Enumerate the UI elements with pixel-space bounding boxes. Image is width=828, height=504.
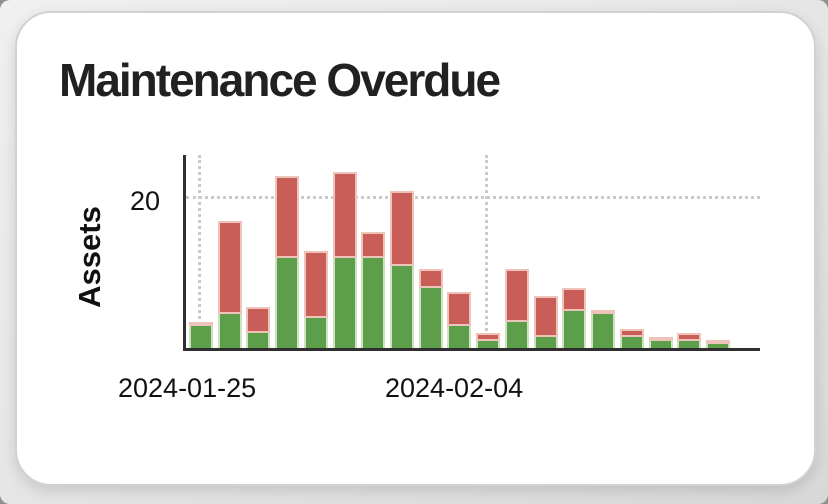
bar-2024-02-04 <box>476 333 501 348</box>
bar-segment-red[interactable] <box>447 291 472 326</box>
bar-segment-green[interactable] <box>447 325 472 348</box>
bar-segment-green[interactable] <box>275 258 300 348</box>
bar-segment-red[interactable] <box>246 306 271 333</box>
gridline-horizontal-20 <box>186 196 760 199</box>
bar-segment-red[interactable] <box>476 333 501 341</box>
bar-segment-red[interactable] <box>619 329 644 337</box>
bar-segment-green[interactable] <box>677 340 702 348</box>
bar-segment-green[interactable] <box>648 340 673 348</box>
bar-segment-red[interactable] <box>562 288 587 311</box>
bar-segment-red[interactable] <box>533 295 558 337</box>
chart-title: Maintenance Overdue <box>59 54 501 106</box>
bar-2024-02-09 <box>619 329 644 348</box>
bar-2024-02-07 <box>562 288 587 348</box>
bar-2024-02-10 <box>648 336 673 348</box>
bar-segment-red[interactable] <box>418 269 443 288</box>
gridline-vertical-2024-01-25 <box>198 155 201 348</box>
bar-segment-red[interactable] <box>591 310 616 315</box>
bar-2024-02-06 <box>533 295 558 348</box>
bar-2024-02-12 <box>705 340 730 348</box>
bar-2024-02-05 <box>504 269 529 348</box>
bar-2024-01-28 <box>275 175 300 348</box>
bar-segment-red[interactable] <box>677 333 702 341</box>
bars-container <box>186 155 760 348</box>
bar-2024-01-27 <box>246 306 271 348</box>
y-axis-tick-20: 20 <box>129 186 160 216</box>
bar-segment-red[interactable] <box>390 190 415 266</box>
bar-segment-green[interactable] <box>303 318 328 348</box>
bar-segment-green[interactable] <box>246 333 271 348</box>
bar-2024-01-30 <box>332 171 357 348</box>
chart-card: Maintenance Overdue Assets 20 2024-01-25… <box>15 11 816 486</box>
bar-segment-green[interactable] <box>332 258 357 348</box>
bar-segment-green[interactable] <box>476 340 501 348</box>
bar-segment-red[interactable] <box>189 321 213 326</box>
gridline-vertical-2024-02-04 <box>485 155 488 348</box>
bar-segment-red[interactable] <box>361 231 386 258</box>
bar-segment-green[interactable] <box>390 265 415 348</box>
bar-segment-green[interactable] <box>562 310 587 348</box>
bar-segment-red[interactable] <box>303 250 328 318</box>
bar-segment-red[interactable] <box>332 171 357 258</box>
bar-2024-02-01 <box>390 190 415 348</box>
bar-segment-green[interactable] <box>189 325 213 348</box>
bar-segment-red[interactable] <box>648 336 673 341</box>
x-axis-tick-2024-02-04: 2024-02-04 <box>385 373 524 403</box>
bar-segment-green[interactable] <box>533 336 558 348</box>
bar-2024-01-31 <box>361 231 386 348</box>
bar-2024-02-02 <box>418 269 443 348</box>
bar-2024-02-11 <box>677 333 702 348</box>
bar-segment-green[interactable] <box>591 314 616 348</box>
bar-segment-red[interactable] <box>705 340 730 345</box>
bar-2024-01-26 <box>217 220 242 348</box>
bar-2024-02-03 <box>447 291 472 348</box>
x-axis-tick-2024-01-25: 2024-01-25 <box>118 373 257 403</box>
bar-segment-red[interactable] <box>217 220 242 315</box>
bar-segment-red[interactable] <box>504 269 529 322</box>
bar-segment-green[interactable] <box>361 258 386 348</box>
bar-segment-green[interactable] <box>504 321 529 348</box>
bar-2024-01-25 <box>189 321 213 348</box>
bar-segment-green[interactable] <box>418 288 443 348</box>
plot-area <box>183 155 760 351</box>
bar-segment-red[interactable] <box>275 175 300 258</box>
bar-segment-green[interactable] <box>705 344 730 348</box>
y-axis-label: Assets <box>72 206 107 308</box>
bar-segment-green[interactable] <box>619 336 644 348</box>
bar-segment-green[interactable] <box>217 314 242 348</box>
bar-2024-01-29 <box>303 250 328 348</box>
bar-2024-02-08 <box>591 310 616 348</box>
